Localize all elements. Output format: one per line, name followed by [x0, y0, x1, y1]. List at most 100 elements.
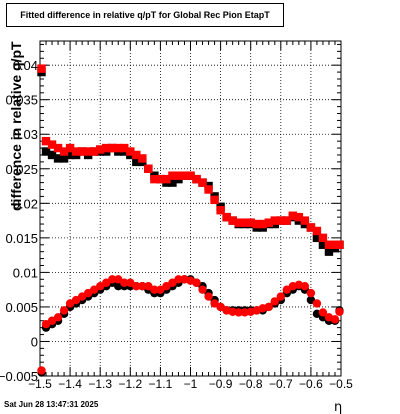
- axis-ticks: [39, 41, 342, 377]
- y-tick-label: −0.005: [0, 369, 38, 384]
- x-axis-label: η: [334, 400, 342, 414]
- data-point: [59, 147, 69, 156]
- y-tick-label: 0.015: [5, 231, 38, 246]
- data-point: [234, 308, 243, 317]
- data-point: [174, 171, 183, 180]
- data-point: [108, 143, 117, 153]
- data-point: [276, 216, 285, 225]
- x-tick-label: −0.9: [209, 377, 233, 391]
- data-point: [77, 147, 87, 156]
- data-point: [324, 247, 334, 256]
- data-point: [270, 216, 279, 225]
- y-tick-label: 0.005: [5, 300, 38, 315]
- data-point: [270, 297, 279, 306]
- data-point: [240, 218, 249, 227]
- data-point: [282, 216, 292, 225]
- data-point: [41, 147, 51, 156]
- data-point: [108, 275, 117, 284]
- data-marks: [37, 64, 344, 377]
- data-point: [318, 233, 328, 243]
- data-point: [150, 174, 159, 184]
- data-point: [192, 174, 201, 184]
- data-point: [47, 140, 57, 149]
- data-point: [138, 282, 147, 291]
- data-point: [204, 185, 213, 194]
- series-group: [37, 64, 344, 249]
- data-point: [312, 233, 322, 243]
- data-point: [306, 288, 316, 298]
- y-tick-label: 0.04: [13, 58, 38, 73]
- data-point: [288, 211, 298, 220]
- data-point: [132, 157, 141, 167]
- data-point: [132, 150, 141, 160]
- data-point: [252, 219, 261, 229]
- data-point: [300, 216, 310, 225]
- data-point: [330, 315, 340, 324]
- data-point: [138, 154, 147, 163]
- data-point: [318, 308, 328, 317]
- data-point: [47, 150, 57, 160]
- data-point: [162, 174, 171, 184]
- y-tick-label: 0.03: [13, 127, 38, 142]
- y-tick-label: 0.025: [5, 162, 38, 177]
- data-point: [150, 285, 159, 294]
- data-point: [276, 292, 285, 301]
- y-tick-label: 0.01: [13, 265, 38, 280]
- data-point: [222, 212, 231, 222]
- chart-title: Fitted difference in relative q/pT for G…: [20, 10, 270, 20]
- data-point: [234, 218, 243, 227]
- x-tick-label: −1.2: [118, 377, 142, 391]
- x-tick-label: −1.1: [149, 377, 173, 391]
- y-tick-label: 0.02: [13, 196, 38, 211]
- data-point: [186, 171, 195, 180]
- data-point: [318, 240, 328, 249]
- x-tick-label: −0.5: [329, 377, 353, 391]
- data-point: [192, 278, 201, 287]
- data-point: [174, 275, 183, 284]
- data-point: [210, 195, 219, 205]
- data-point: [294, 212, 304, 222]
- data-point: [324, 240, 334, 249]
- x-tick-label: −1.3: [88, 377, 112, 391]
- timestamp: Sat Jun 28 13:47:31 2025: [4, 400, 99, 409]
- x-tick-label: −1: [184, 377, 198, 391]
- data-point: [264, 218, 273, 227]
- x-tick-label: −0.6: [299, 377, 323, 391]
- data-point: [59, 154, 69, 163]
- chart-title-box: Fitted difference in relative q/pT for G…: [6, 3, 284, 27]
- data-point: [228, 216, 237, 225]
- data-point: [37, 64, 46, 73]
- data-point: [246, 218, 255, 227]
- x-tick-label: −1.5: [28, 377, 52, 391]
- data-point: [335, 240, 344, 249]
- data-point: [300, 282, 310, 291]
- data-point: [53, 313, 63, 322]
- data-point: [53, 154, 63, 163]
- data-point: [144, 164, 153, 173]
- data-point: [83, 147, 93, 156]
- x-tick-label: −1.4: [58, 377, 82, 391]
- data-point: [168, 178, 177, 187]
- grid-lines: [40, 41, 341, 376]
- data-point: [312, 226, 322, 236]
- data-point: [168, 171, 177, 180]
- y-axis-label: difference in relative q/pT: [8, 41, 24, 211]
- data-point: [204, 292, 213, 301]
- data-point: [53, 143, 63, 153]
- data-point: [65, 150, 75, 160]
- data-point: [120, 143, 129, 153]
- data-point: [306, 223, 316, 232]
- y-tick-label: 0: [31, 334, 38, 349]
- data-point: [198, 178, 207, 187]
- data-point: [198, 285, 207, 294]
- data-point: [96, 145, 105, 154]
- x-tick-label: −0.8: [239, 377, 263, 391]
- data-point: [89, 147, 99, 156]
- data-point: [59, 306, 69, 315]
- data-point: [216, 206, 225, 215]
- data-point: [65, 143, 75, 153]
- data-point: [330, 240, 340, 249]
- data-point: [126, 147, 135, 156]
- data-point: [312, 299, 322, 308]
